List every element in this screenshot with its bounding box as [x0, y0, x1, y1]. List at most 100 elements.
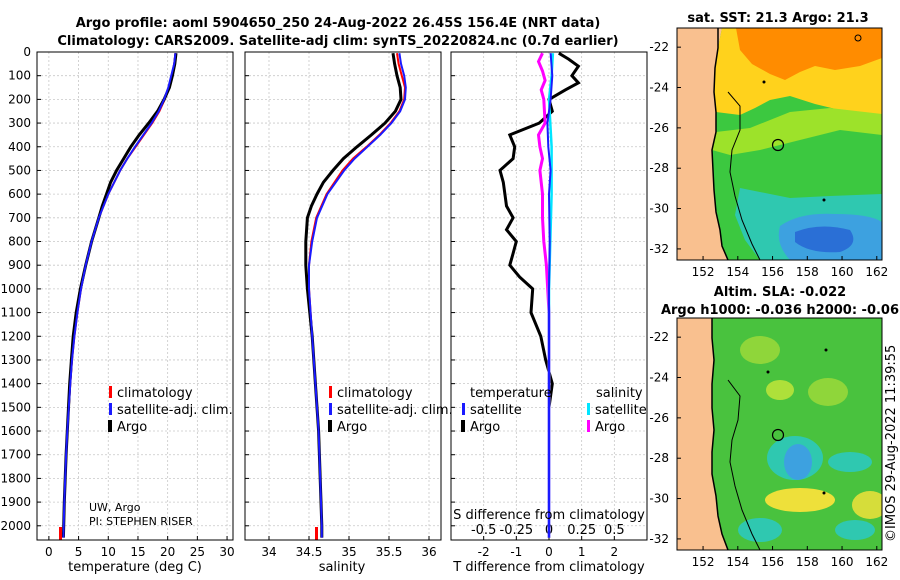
depth-tick-label: 1300 — [0, 353, 31, 367]
sst-float-marker — [771, 138, 785, 152]
depth-tick-label: 1600 — [0, 424, 31, 438]
credit-line2: PI: STEPHEN RISER — [89, 515, 193, 528]
sst-map: sat. SST: 21.3 Argo: 21.3 -22 -24 -26 -28 -3… — [649, 11, 888, 279]
map-lat-label: -28 — [649, 451, 669, 465]
legend-temperature-title: temperature — [470, 386, 552, 401]
temperature-xtick-label: 5 — [75, 545, 83, 559]
map-lon-label: 160 — [831, 265, 854, 279]
sst-lon-ticks: 152 154 156 158 160 162 — [692, 256, 888, 279]
map-lat-label: -30 — [649, 492, 669, 506]
depth-tick-label: 300 — [8, 116, 31, 130]
salinity-xtick-label: 35 — [341, 545, 356, 559]
legend-tdiff-satellite: satellite — [470, 403, 522, 418]
depth-tick-label: 100 — [8, 69, 31, 83]
map-lon-label: 160 — [831, 555, 854, 569]
salinity-plot-area — [245, 52, 441, 540]
sla-island-3 — [766, 370, 770, 374]
salinity-xtick-label: 36 — [421, 545, 436, 559]
sla-map: Altim. SLA: -0.022 Argo h1000: -0.036 h2… — [649, 285, 899, 569]
map-lon-label: 156 — [761, 555, 784, 569]
legend-swatch-climatology-2 — [329, 386, 332, 398]
tdiff-xtick-label: 2 — [611, 545, 619, 559]
salinity-panel: 34 34.5 35 35.5 36 climatology satellite-adj… — [244, 51, 453, 575]
legend-swatch-sdiff-argo — [587, 420, 590, 432]
tdiff-xtick-label: 0 — [545, 545, 553, 559]
depth-tick-label: 1500 — [0, 400, 31, 414]
map-lon-label: 152 — [692, 265, 715, 279]
sdiff-tick-label: -0.25 — [500, 523, 534, 538]
temperature-xtick-label: 30 — [219, 545, 234, 559]
difference-series — [498, 52, 581, 538]
legend-satellite-adj-2: satellite-adj. clim. — [337, 403, 453, 418]
tdiff-satellite-line — [546, 53, 554, 538]
difference-panel: -2 -1 0 1 2-0.5 -0.25 0 0.25 0.5 temperature sal… — [450, 51, 648, 575]
tdiff-xtick-label: -1 — [510, 545, 522, 559]
legend-swatch-tdiff-argo — [461, 420, 465, 432]
sla-island-2 — [822, 491, 826, 495]
legend-swatch-argo-2 — [328, 420, 332, 432]
temperature-panel: 0 5 10 15 20 25 30 0 100 200 300 400 500 600 700 800 90… — [0, 45, 234, 575]
sst-lat-ticks: -22 -24 -26 -28 -30 -32 — [649, 40, 681, 256]
sst-island-1 — [854, 34, 862, 42]
legend-sdiff-argo: Argo — [595, 420, 625, 435]
temperature-xtick-label: 10 — [101, 545, 116, 559]
legend-swatch-argo — [108, 420, 112, 432]
sla-ocean — [712, 318, 882, 550]
sst-isobath — [727, 91, 761, 260]
sla-map-title2: Argo h1000: -0.036 h2000: -0.06 — [661, 303, 899, 318]
legend-argo: Argo — [117, 420, 147, 435]
map-lat-label: -26 — [649, 411, 669, 425]
map-lon-label: 154 — [726, 265, 749, 279]
sst-transition-zone — [712, 108, 882, 155]
sdiff-tick-label: -0.5 — [471, 523, 496, 538]
map-lon-label: 152 — [692, 555, 715, 569]
salinity-xticks: 34 34.5 35 35.5 36 — [245, 51, 437, 559]
map-lon-label: 158 — [796, 555, 819, 569]
legend-climatology-2: climatology — [337, 386, 413, 401]
figure-title-line1: Argo profile: aoml 5904650_250 24-Aug-20… — [76, 16, 601, 31]
tdiff-xtick-label: 1 — [578, 545, 586, 559]
legend-swatch-satellite — [109, 403, 112, 415]
temperature-axes-frame — [36, 51, 234, 541]
depth-tick-label: 1400 — [0, 377, 31, 391]
depth-tick-label: 200 — [8, 92, 31, 106]
map-lat-label: -32 — [649, 242, 669, 256]
credit-line1: UW, Argo — [89, 501, 141, 514]
sla-high-5 — [852, 491, 882, 519]
depth-tick-label: 2000 — [0, 519, 31, 533]
sst-island-2 — [822, 198, 826, 202]
sla-coastline — [711, 318, 729, 550]
map-lon-label: 162 — [865, 555, 888, 569]
legend-satellite-adj: satellite-adj. clim. — [117, 403, 233, 418]
temperature-bottom-marker — [59, 527, 62, 540]
legend-climatology: climatology — [117, 386, 193, 401]
map-lon-label: 162 — [865, 265, 888, 279]
map-lat-label: -22 — [649, 330, 669, 344]
sdiff-label: S difference from climatology — [453, 508, 645, 523]
figure-title-line2: Climatology: CARS2009. Satellite-adj cli… — [57, 34, 618, 49]
sla-lon-ticks: 152 154 156 158 160 162 — [692, 546, 888, 569]
sdiff-tick-label: 0.25 — [567, 523, 596, 538]
sla-low-5 — [835, 520, 875, 540]
map-lat-label: -22 — [649, 40, 669, 54]
difference-axes-frame — [450, 51, 648, 541]
map-lat-label: -26 — [649, 121, 669, 135]
salinity-axes-frame — [244, 51, 442, 541]
depth-tick-label: 1800 — [0, 471, 31, 485]
depth-tick-label: 700 — [8, 211, 31, 225]
salinity-satellite-line — [308, 53, 407, 538]
map-lat-label: -24 — [649, 81, 669, 95]
salinity-xlabel: salinity — [319, 560, 366, 575]
tdiff-xtick-label: -2 — [478, 545, 490, 559]
depth-tick-label: 1100 — [0, 306, 31, 320]
salinity-series — [304, 52, 407, 540]
depth-tick-label: 1900 — [0, 495, 31, 509]
sla-high-2 — [808, 378, 848, 406]
map-lon-label: 154 — [726, 555, 749, 569]
sla-low-3 — [738, 518, 782, 542]
temperature-xlabel: temperature (deg C) — [68, 560, 202, 575]
map-lat-label: -30 — [649, 202, 669, 216]
legend-swatch-sdiff-sat — [587, 403, 590, 415]
salinity-xtick-label: 34 — [261, 545, 276, 559]
